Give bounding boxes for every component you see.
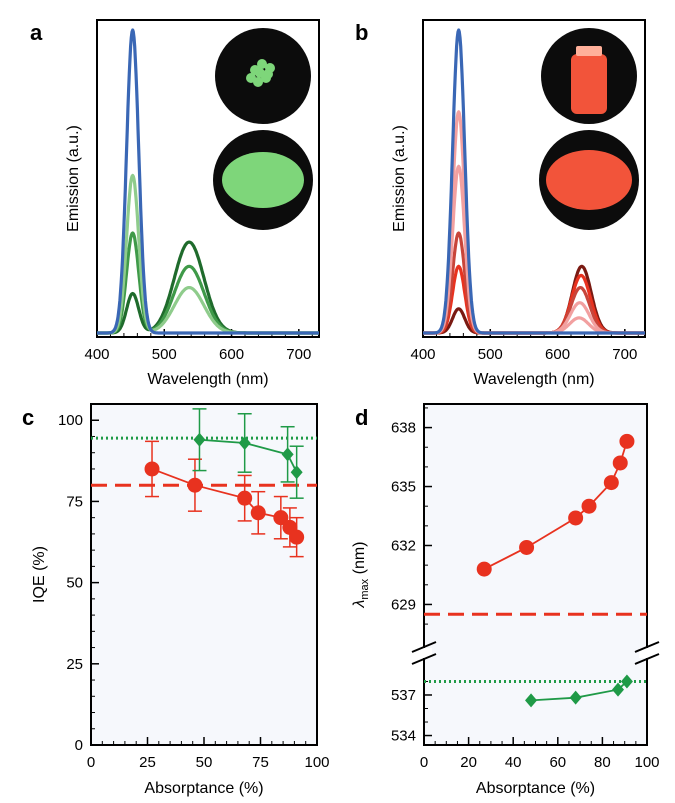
data-point [581, 498, 597, 514]
x-tick-label: 100 [634, 754, 659, 771]
data-point [250, 505, 266, 521]
powder-speck [246, 73, 256, 83]
series-line-1 [530, 680, 628, 702]
y-tick-label: 638 [391, 420, 416, 437]
powder-speck [257, 59, 267, 69]
film-ellipse [222, 152, 304, 208]
data-point [273, 510, 289, 526]
y-tick-label: 75 [66, 493, 83, 510]
x-tick-label: 20 [460, 754, 477, 771]
y-tick-label: 25 [66, 656, 83, 673]
data-point [476, 561, 492, 577]
data-point [612, 682, 625, 697]
y-tick-label: 632 [391, 537, 416, 554]
panel-letter: c [22, 405, 34, 430]
inset-photo-vial [541, 28, 637, 124]
data-point [290, 465, 303, 480]
data-point [238, 435, 251, 450]
y-axis-label: Emission (a.u.) [65, 125, 82, 232]
spectrum-series-0 [96, 28, 320, 335]
data-point [193, 432, 206, 447]
x-tick-label: 500 [478, 346, 503, 363]
x-tick-label: 500 [152, 346, 177, 363]
data-point [569, 690, 582, 705]
y-tick-label: 537 [391, 687, 416, 704]
y-tick-label: 0 [75, 737, 83, 754]
plot-area [423, 403, 648, 746]
axis-break-mark [634, 641, 660, 653]
spectrum-series-0 [422, 28, 646, 335]
panel-c: c Absorptance (%) IQE (%) 0 25 50 75 100 0 25 50 75… [22, 403, 330, 797]
x-axis-label: Wavelength (nm) [473, 371, 594, 388]
y-axis-label: Emission (a.u.) [391, 125, 408, 232]
y-axis-label: λmax (nm) [351, 542, 371, 609]
x-tick-label: 100 [304, 754, 329, 771]
data-point [519, 539, 535, 555]
powder-speck [255, 68, 265, 78]
panel-letter: b [355, 20, 368, 45]
x-tick-label: 0 [420, 754, 428, 771]
powder-speck [263, 69, 273, 79]
y-label-lambda: λ [351, 599, 368, 608]
x-tick-label: 700 [286, 346, 311, 363]
plot-area [90, 403, 318, 746]
x-tick-label: 80 [594, 754, 611, 771]
x-tick-label: 600 [219, 346, 244, 363]
axis-break-gap [639, 648, 655, 658]
data-point [620, 674, 633, 689]
panel-d: d Absorptance (%) λmax (nm) 0 20 40 60 80 100 629… [351, 403, 660, 797]
x-tick-label: 400 [410, 346, 435, 363]
data-point [144, 461, 160, 477]
panel-a: a Wavelength (nm) Emission (a.u.) 400 500 600… [30, 19, 320, 388]
y-tick-label: 50 [66, 575, 83, 592]
axis-break-gap [416, 648, 432, 658]
data-point [568, 510, 584, 526]
y-tick-label: 534 [391, 728, 416, 745]
panel-letter: d [355, 405, 368, 430]
panel-b: b Wavelength (nm) Emission (a.u.) 400 500 600… [355, 19, 646, 388]
data-point [525, 693, 538, 708]
vial-neck [576, 46, 602, 56]
data-point [289, 529, 305, 545]
y-tick-label: 100 [58, 412, 83, 429]
x-tick-label: 600 [545, 346, 570, 363]
axis-break-mark [411, 641, 437, 653]
y-tick-label: 635 [391, 479, 416, 496]
x-tick-label: 60 [549, 754, 566, 771]
x-axis-label: Absorptance (%) [144, 780, 263, 797]
data-point [619, 433, 635, 449]
film-ellipse [546, 150, 632, 210]
series-line-1 [199, 438, 298, 473]
axis-break-mark [634, 653, 660, 665]
vial-body [571, 54, 607, 114]
data-point [187, 477, 203, 493]
y-tick-label: 629 [391, 596, 416, 613]
x-axis-label: Absorptance (%) [476, 780, 595, 797]
x-tick-label: 75 [252, 754, 269, 771]
data-point [281, 447, 294, 462]
data-point [603, 475, 619, 491]
x-tick-label: 25 [139, 754, 156, 771]
data-point [237, 490, 253, 506]
inset-photo-powder [215, 28, 311, 124]
x-tick-label: 40 [505, 754, 522, 771]
x-tick-label: 700 [612, 346, 637, 363]
data-point [612, 455, 628, 471]
y-label-unit: (nm) [351, 542, 368, 579]
x-tick-label: 0 [87, 754, 95, 771]
x-tick-label: 400 [84, 346, 109, 363]
axis-break-mark [411, 653, 437, 665]
x-tick-label: 50 [196, 754, 213, 771]
y-label-subscript: max [359, 578, 371, 599]
inset-photo-film [213, 130, 313, 230]
x-axis-label: Wavelength (nm) [147, 371, 268, 388]
inset-photo-film [539, 130, 639, 230]
y-axis-label: IQE (%) [31, 546, 48, 603]
panel-letter: a [30, 20, 43, 45]
